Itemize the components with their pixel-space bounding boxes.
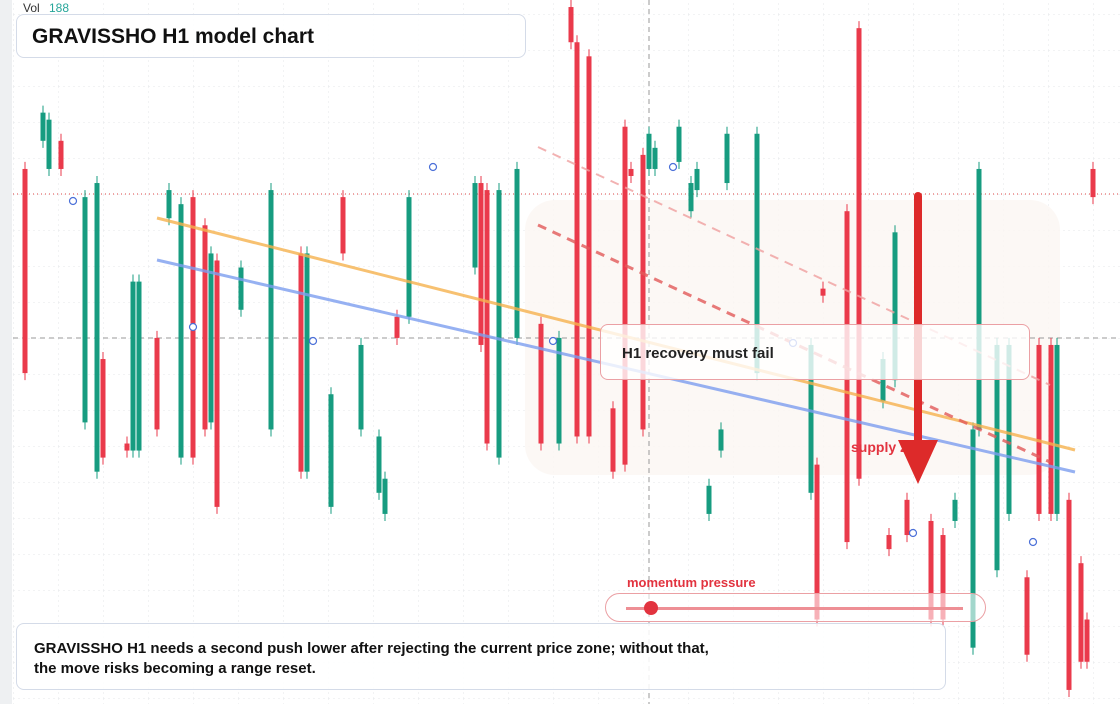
- candle-body: [940, 535, 946, 620]
- candle-body: [976, 168, 982, 430]
- candle-body: [1054, 344, 1060, 514]
- candle-body: [484, 190, 490, 444]
- candle-body: [574, 42, 580, 437]
- slider-track: [626, 607, 963, 610]
- candle-body: [1084, 619, 1090, 662]
- candle-body: [496, 190, 502, 458]
- candle-body: [688, 183, 694, 212]
- caption-box: GRAVISSHO H1 needs a second push lower a…: [16, 623, 946, 690]
- caption-line: the move risks becoming a range reset.: [34, 660, 316, 677]
- candle-body: [610, 408, 616, 472]
- candle-body: [394, 316, 400, 338]
- candle-body: [472, 183, 478, 268]
- candle-body: [124, 443, 130, 451]
- chart-title: GRAVISSHO H1 model chart: [32, 25, 315, 48]
- candle-body: [820, 288, 826, 296]
- candle-body: [202, 225, 208, 430]
- annotation-box: H1 recovery must fail: [600, 324, 1030, 380]
- candle-body: [268, 190, 274, 430]
- candle-body: [340, 197, 346, 254]
- candle-body: [694, 168, 700, 191]
- candle-body: [928, 520, 934, 620]
- candle-body: [856, 28, 862, 479]
- candle-body: [952, 499, 958, 521]
- candle-body: [652, 147, 658, 169]
- volume-label: Vol: [23, 1, 40, 15]
- title-box: GRAVISSHO H1 model chart: [16, 14, 526, 58]
- candle-body: [376, 436, 382, 493]
- candle-body: [1036, 344, 1042, 514]
- candle-body: [706, 485, 712, 514]
- candle-body: [538, 323, 544, 444]
- candle-body: [166, 190, 172, 219]
- candle-body: [676, 126, 682, 162]
- caption: GRAVISSHO H1 needs a second push lower a…: [17, 624, 945, 694]
- candle-body: [1024, 577, 1030, 655]
- candle-body: [382, 478, 388, 514]
- candle-body: [886, 535, 892, 550]
- candle-body: [808, 344, 814, 493]
- volume-value: 188: [49, 1, 69, 15]
- candle-body: [328, 394, 334, 507]
- left-rail: [0, 0, 12, 704]
- candle-body: [880, 359, 886, 402]
- candle-body: [298, 253, 304, 472]
- candle-body: [1066, 499, 1072, 690]
- candle-body: [514, 168, 520, 338]
- slider-thumb[interactable]: [644, 601, 658, 615]
- candle-body: [304, 253, 310, 472]
- slider[interactable]: [605, 593, 986, 622]
- candle-body: [628, 168, 634, 176]
- candle-body: [970, 429, 976, 648]
- candle-body: [100, 359, 106, 458]
- arrow-head: [898, 440, 938, 484]
- annotation: H1 recovery must fail: [622, 345, 774, 362]
- candle-body: [892, 232, 898, 381]
- candle-body: [238, 267, 244, 310]
- slider-label: momentum pressure: [627, 575, 756, 590]
- candle-body: [478, 183, 484, 345]
- candle-body: [814, 464, 820, 620]
- candle-body: [214, 260, 220, 507]
- candle-body: [136, 281, 142, 451]
- candle-body: [1048, 344, 1054, 514]
- candle-body: [586, 56, 592, 437]
- candle-body: [82, 197, 88, 423]
- candle-body: [358, 344, 364, 430]
- candle-body: [58, 140, 64, 169]
- candle-body: [154, 337, 160, 430]
- candle-body: [556, 337, 562, 444]
- candle-body: [130, 281, 136, 451]
- candle-body: [406, 197, 412, 317]
- candle-body: [568, 7, 574, 43]
- projection-line: [537, 223, 1051, 464]
- candle-body: [754, 133, 760, 374]
- candle-body: [904, 499, 910, 536]
- candle-body: [1090, 168, 1096, 198]
- candle-body: [46, 119, 52, 169]
- candle-body: [640, 154, 646, 430]
- candle-body: [646, 133, 652, 169]
- candle-body: [994, 344, 1000, 571]
- candle-body: [718, 429, 724, 451]
- caption-line: GRAVISSHO H1 needs a second push lower a…: [34, 640, 709, 657]
- candle-body: [22, 168, 28, 374]
- candle-body: [94, 183, 100, 472]
- candle-body: [1078, 563, 1084, 662]
- candle-body: [724, 133, 730, 184]
- candle-body: [622, 126, 628, 465]
- candle-body: [40, 112, 46, 141]
- candle-body: [178, 204, 184, 458]
- candle-body: [1006, 344, 1012, 514]
- candle-body: [208, 253, 214, 423]
